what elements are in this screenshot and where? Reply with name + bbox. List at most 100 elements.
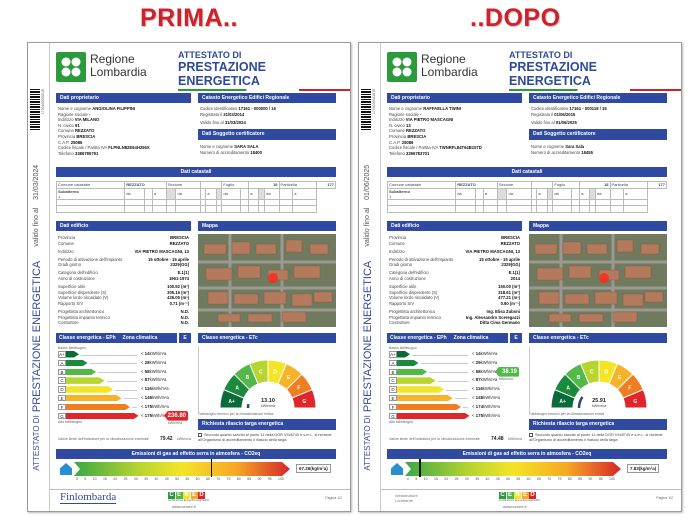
nzeb-row: Valore limite dell'indicatore per la cli… <box>389 427 522 445</box>
ep-class-label: D <box>389 386 397 393</box>
building-value: Ing. Elisa Zuboni <box>486 309 521 315</box>
cened-url: www.cened.it <box>503 504 527 509</box>
et-class-label: F <box>297 385 300 391</box>
aerial-map[interactable] <box>198 234 336 327</box>
ep-class-label: B <box>58 368 66 376</box>
to-label: a <box>153 191 157 196</box>
building-label: Costruttore <box>58 320 79 326</box>
subalterno-label: Subalterno <box>58 188 79 194</box>
ep-threshold-value: 58 <box>475 368 481 374</box>
building-value: 2329(GG) <box>170 262 189 268</box>
registry-row: Registrato il 31/03/2014 <box>200 112 336 118</box>
et-class-label: E <box>618 375 622 381</box>
from-label: da <box>597 191 602 196</box>
owner-value: FLPNLN82E64H256X <box>108 145 150 151</box>
emissions-tick: 55 <box>185 477 190 481</box>
ep-value-badge: 38.19 <box>495 366 519 377</box>
owner-row: Nome e cognome RAFFAELLA TWINI <box>389 106 522 112</box>
ep-unit: kWh/m²a <box>149 351 167 356</box>
building-label: Indirizzo <box>389 248 405 254</box>
co2-house-icon <box>60 463 72 475</box>
owner-value: BRESCIA <box>76 133 96 139</box>
emissions-tick: 95 <box>598 477 603 481</box>
ep-class-arrow <box>65 351 79 358</box>
document-title-line2: PRESTAZIONE ENERGETICA <box>178 60 350 91</box>
region-name: Regione Lombardia <box>90 53 147 79</box>
validity: valido fino al 31/03/2024 <box>33 165 40 247</box>
cadastral-cell: Sezione <box>498 182 514 188</box>
owner-label: Provincia <box>58 133 76 139</box>
building-label: Provincia <box>389 235 407 240</box>
from-label: da <box>266 191 271 196</box>
barcode-number: 1716100011815 <box>372 89 376 115</box>
document-title-line1: ATTESTATO DI <box>509 50 573 60</box>
building-label: Periodo di attivazione dell'impianto <box>389 256 454 262</box>
cadastral-cell: Foglio <box>554 182 566 188</box>
building-row: Progettista architettonico N.D. <box>58 309 189 315</box>
side-strip: 1716100000016 ATTESTATO DI PRESTAZIONE E… <box>28 43 50 511</box>
ep-unit: kWh/m²a <box>480 359 498 365</box>
emissions-tick: 100 <box>609 477 615 481</box>
ep-class-arrow <box>396 386 444 393</box>
et-class-label: G <box>633 399 637 405</box>
building-row: Progettista impianto termico N.D. <box>58 315 189 321</box>
ep-title: Classe energetica - EPh <box>59 335 116 341</box>
emissions-tick: 20 <box>444 477 449 481</box>
targa-title: Richiesta rilascio targa energetica <box>198 419 336 430</box>
building-row: Categoria dell'edificio E.1(1) <box>389 270 520 276</box>
valid-label: valido fino al <box>33 208 40 248</box>
et-class-label: A+ <box>559 399 566 405</box>
ep-unit: kWh/m²a <box>152 412 169 418</box>
ep-class-label: E <box>389 394 397 402</box>
building-label: Progettista architettonico <box>58 309 105 315</box>
ep-class-label: E <box>58 394 66 402</box>
owner-value: 25086 <box>70 139 83 145</box>
building-row: Progettista impianto termico Ing. Alessan… <box>389 315 520 321</box>
building-row: Volume lordo riscaldato (V) 477.21 (m³) <box>389 295 520 301</box>
building-section: Dati edificio Provincia BRESCIA Comune REZZ… <box>387 221 522 326</box>
certifier-row: Nome e cognome Sara Sala <box>531 144 667 150</box>
ep-class-label: A+ <box>389 351 397 358</box>
building-value: VIA PIETRO MASCAGNI, 13 <box>134 248 189 254</box>
ep-class-label: C <box>58 377 66 384</box>
owner-section-title: Dati proprietario <box>56 93 191 103</box>
owner-row: Ragione sociale - <box>58 112 191 118</box>
emissions-tick: 65 <box>536 477 541 481</box>
from-label: da <box>177 191 182 196</box>
targa-checkbox[interactable] <box>198 433 202 437</box>
emissions-tick: 60 <box>195 477 200 481</box>
cened-letter: N <box>183 492 190 499</box>
valid-date: 31/03/2024 <box>33 165 40 201</box>
building-row: Costruttore N.D. <box>58 320 189 326</box>
ep-threshold-value: 28 <box>144 359 150 365</box>
building-row: Periodo di attivazione dell'impianto 15 o… <box>389 257 520 263</box>
owner-row: Provincia BRESCIA <box>58 134 191 140</box>
building-row: Anno di costruzione 1961-1974 <box>58 276 189 282</box>
ep-unit: kWh/m²a <box>483 394 500 400</box>
building-label: Rapporto S/V <box>389 300 415 306</box>
building-value: Ditta Cima Germano <box>479 320 520 326</box>
ep-class-row: C < 87kWh/m²a <box>389 376 522 385</box>
building-row: Comune REZZATO <box>389 241 520 247</box>
cadastral-section-title: Dati catastali <box>56 167 336 177</box>
targa-checkbox[interactable] <box>529 433 533 437</box>
ep-unit: kWh/m²a <box>152 403 169 409</box>
before-heading: PRIMA.. <box>140 4 238 32</box>
vertical-title: ATTESTATO DI PRESTAZIONE ENERGETICA valid… <box>30 165 44 471</box>
owner-label: Comune <box>389 128 405 134</box>
building-section: Dati edificio Provincia BRESCIA Comune REZZ… <box>56 221 191 326</box>
ep-class-row: A < 28kWh/m²a <box>58 359 191 368</box>
aerial-map[interactable] <box>529 234 667 327</box>
building-value: 0.60 (m⁻¹) <box>500 300 520 306</box>
emissions-tick: 100 <box>278 477 284 481</box>
owner-row: N. civico 91 <box>58 123 191 129</box>
cened-letter: E <box>506 492 514 499</box>
et-class-label: F <box>628 385 631 391</box>
region-name-line2: Lombardia <box>421 65 478 79</box>
ep-class-label: C <box>389 377 397 384</box>
registry-section-title: Catasto Energetico Edifici Regionale <box>198 93 336 103</box>
emissions-tick: 35 <box>475 477 480 481</box>
climate-zone-label: Zona climatica <box>453 335 489 341</box>
building-label: Periodo di attivazione dell'impianto <box>58 256 123 262</box>
building-label: Volume lordo riscaldato (V) <box>58 295 109 301</box>
